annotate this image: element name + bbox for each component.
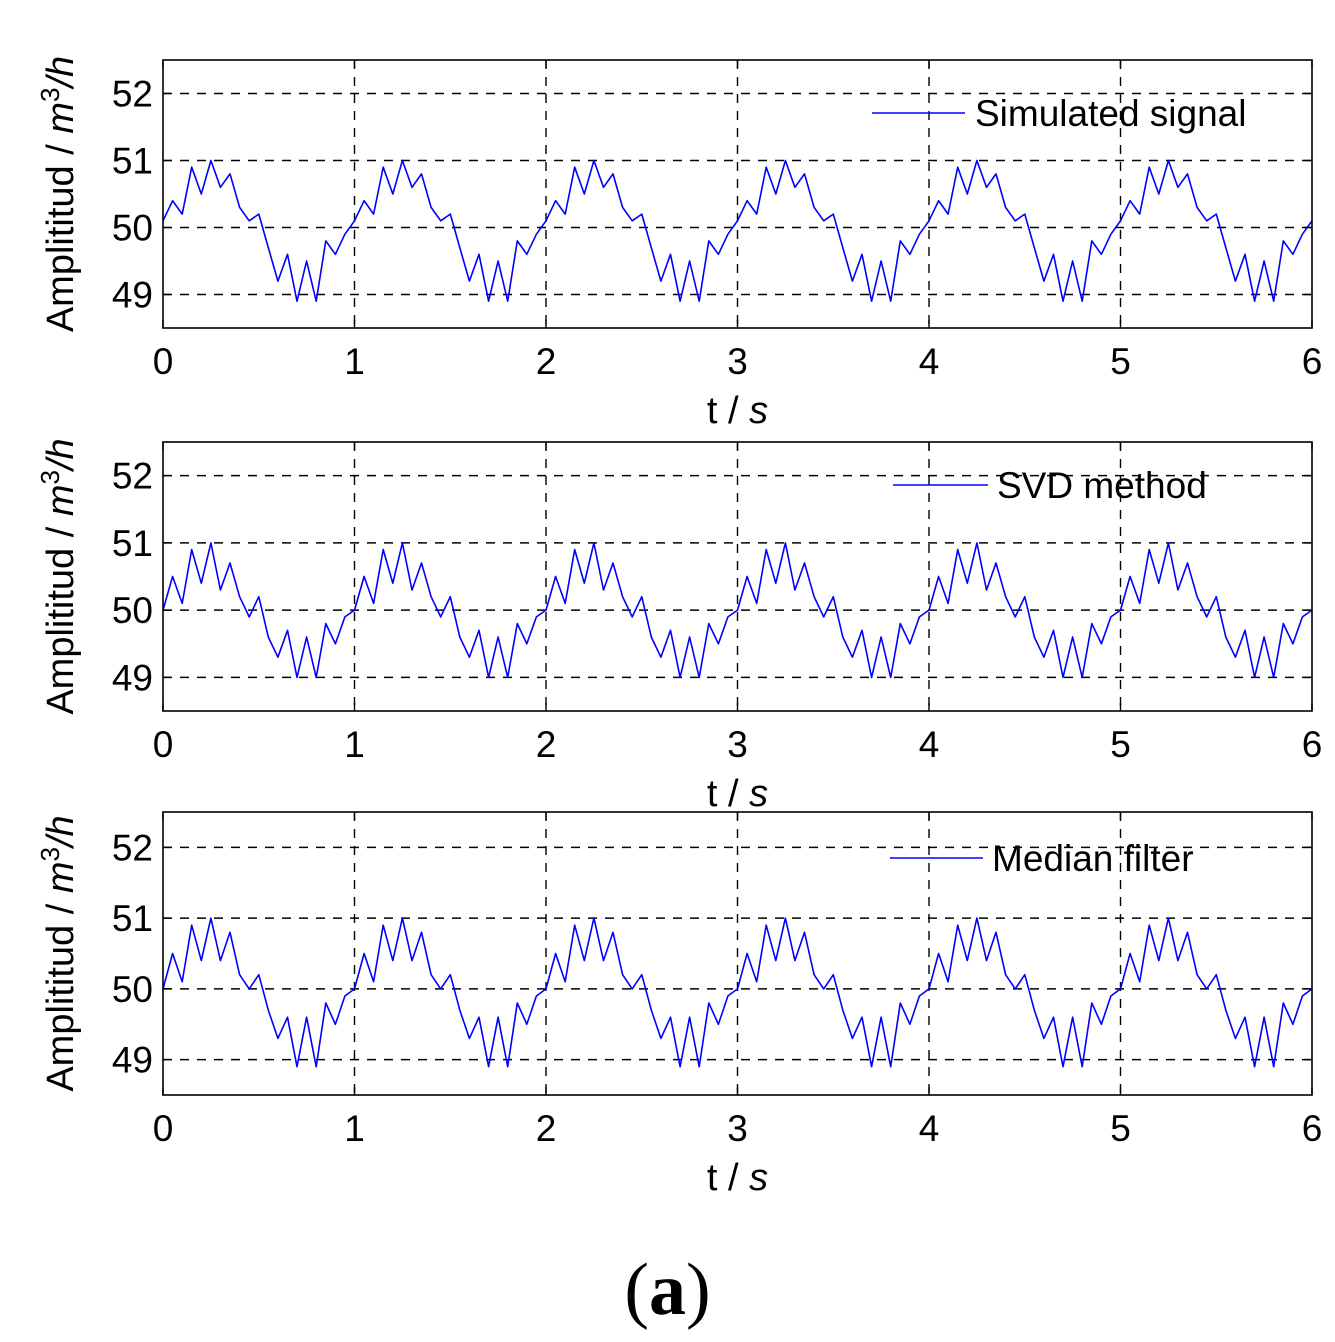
y-tick-label: 49 (112, 275, 153, 316)
y-axis-label: Amplititud / m3/h (35, 815, 82, 1091)
x-tick-label: 5 (1110, 341, 1131, 382)
x-tick-label: 0 (153, 724, 174, 765)
x-tick-label: 0 (153, 341, 174, 382)
x-tick-label: 5 (1110, 1108, 1131, 1149)
x-axis-label: t / s (707, 390, 768, 432)
legend-label: Simulated signal (975, 93, 1246, 134)
chart-panel-2: 0 1 2 3 4 5 6 49 50 51 52 t / s Amplititud / m3/h SVD… (35, 438, 1322, 815)
legend-label: SVD method (997, 465, 1207, 506)
caption-open: ( (624, 1249, 649, 1331)
y-tick-label: 51 (112, 523, 153, 564)
y-tick-label: 52 (112, 456, 153, 497)
x-tick-label: 6 (1302, 724, 1323, 765)
x-tick-label: 1 (344, 1108, 365, 1149)
x-tick-label: 4 (919, 341, 940, 382)
y-axis-label: Amplititud / m3/h (35, 438, 82, 714)
y-tick-label: 50 (112, 969, 153, 1010)
x-axis-label: t / s (707, 1157, 768, 1199)
x-tick-label: 5 (1110, 724, 1131, 765)
caption-letter: a (649, 1249, 686, 1331)
chart-panel-3: 0 1 2 3 4 5 6 49 50 51 52 t / s Amplititud / m3/h Med… (35, 811, 1323, 1199)
series-line (162, 917, 1313, 1068)
y-tick-label: 52 (112, 74, 153, 115)
y-tick-label: 50 (112, 590, 153, 631)
legend-label: Median filter (992, 838, 1194, 879)
x-tick-label: 4 (919, 724, 940, 765)
x-tick-label: 6 (1302, 341, 1323, 382)
x-tick-label: 1 (344, 341, 365, 382)
x-tick-label: 3 (727, 341, 748, 382)
series-line (162, 159, 1313, 303)
series-line (162, 542, 1313, 679)
y-axis-label: Amplititud / m3/h (35, 56, 82, 332)
x-tick-label: 2 (536, 724, 557, 765)
caption-close: ) (686, 1249, 711, 1331)
x-tick-label: 2 (536, 341, 557, 382)
y-tick-label: 51 (112, 141, 153, 182)
y-tick-label: 49 (112, 1040, 153, 1081)
figure-caption: (a) (0, 1248, 1335, 1333)
y-tick-label: 49 (112, 657, 153, 698)
x-tick-label: 0 (153, 1108, 174, 1149)
x-tick-label: 3 (727, 724, 748, 765)
x-tick-label: 1 (344, 724, 365, 765)
x-axis-label: t / s (707, 773, 768, 815)
x-tick-label: 3 (727, 1108, 748, 1149)
chart-panel-1: 0 1 2 3 4 5 6 49 50 51 52 t / s Amplititud / m3/h Sim… (35, 56, 1322, 432)
x-tick-label: 2 (536, 1108, 557, 1149)
y-tick-label: 52 (112, 827, 153, 868)
x-tick-label: 4 (919, 1108, 940, 1149)
y-tick-label: 50 (112, 208, 153, 249)
y-tick-label: 51 (112, 898, 153, 939)
x-tick-label: 6 (1302, 1108, 1323, 1149)
